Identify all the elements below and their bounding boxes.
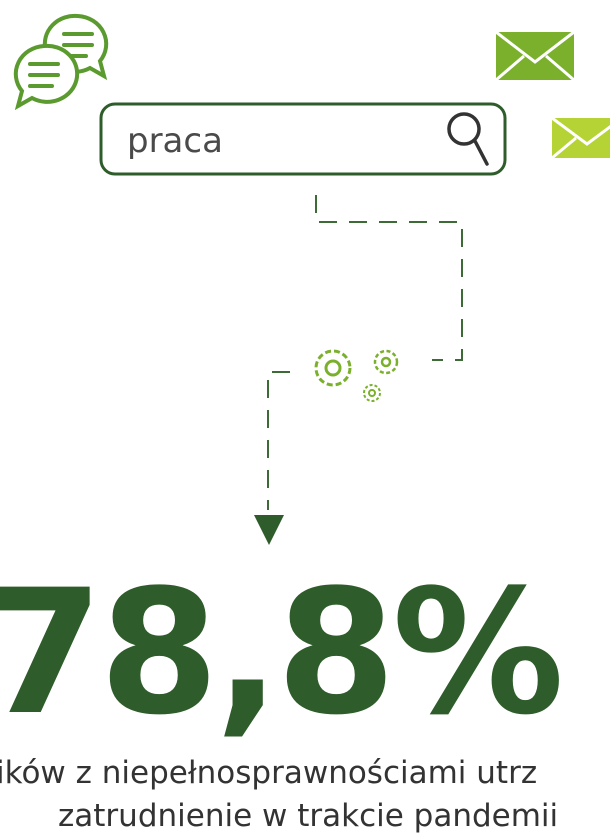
stat-caption: zatrudnienie w trakcie pandemii <box>58 798 558 834</box>
flow-line <box>267 371 290 510</box>
arrow-head <box>254 515 284 545</box>
gears-icon <box>314 349 399 402</box>
search-box <box>99 102 507 176</box>
search-icon <box>447 112 489 166</box>
stat-value: 78,8% <box>0 552 560 753</box>
envelope-icon <box>495 30 575 82</box>
search-query: praca <box>127 121 223 161</box>
envelope-icon <box>551 116 610 160</box>
chat-icon <box>13 13 109 111</box>
flow-line <box>315 195 463 361</box>
stat-caption: ików z niepełnosprawnościami utrz <box>0 755 537 791</box>
